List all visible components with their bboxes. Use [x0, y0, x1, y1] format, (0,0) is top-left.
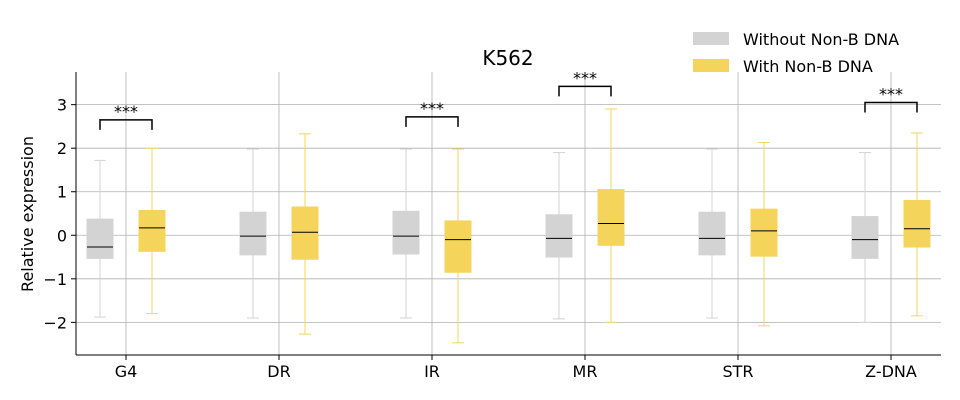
significance-annotations: *** *** *** *** — [99, 68, 918, 130]
y-tick-label: −1 — [43, 270, 67, 289]
grid-layer — [76, 72, 941, 355]
y-tick-label: −2 — [43, 313, 67, 332]
significance-label: *** — [420, 99, 444, 118]
box-iqr — [545, 214, 573, 258]
legend-swatch — [693, 32, 729, 45]
box-iqr — [597, 189, 625, 246]
y-tick-label: 2 — [57, 139, 67, 158]
x-tick-label: DR — [267, 362, 290, 381]
box-iqr — [138, 209, 166, 252]
box-iqr — [750, 208, 778, 257]
y-tick-label: 1 — [57, 183, 67, 202]
box-iqr — [239, 211, 267, 256]
significance-bracket — [864, 101, 918, 113]
x-tick-label: IR — [424, 362, 440, 381]
box-layer — [86, 108, 931, 344]
box-iqr — [444, 220, 472, 273]
legend-swatch — [693, 59, 729, 72]
y-tick-label: 0 — [57, 226, 67, 245]
legend-label: Without Non-B DNA — [743, 30, 899, 49]
y-tick-label: 3 — [57, 96, 67, 115]
axes — [75, 72, 941, 356]
x-tick-label: MR — [573, 362, 598, 381]
box-iqr — [86, 218, 114, 259]
x-tick-label: Z-DNA — [865, 362, 917, 381]
chart-title: K562 — [482, 46, 533, 70]
box-iqr — [851, 216, 879, 259]
box-iqr — [392, 210, 420, 255]
x-tick-label: G4 — [115, 362, 138, 381]
box-iqr — [903, 199, 931, 248]
significance-label: *** — [114, 102, 138, 121]
significance-bracket — [405, 116, 459, 127]
box-iqr — [291, 206, 319, 260]
significance-label: *** — [879, 84, 903, 103]
significance-label: *** — [573, 68, 597, 87]
x-tick-label: STR — [722, 362, 753, 381]
significance-bracket — [558, 85, 612, 97]
legend-label: With Non-B DNA — [743, 57, 873, 76]
significance-bracket — [99, 119, 153, 130]
y-axis-title: Relative expression — [18, 136, 37, 292]
legend: Without Non-B DNA With Non-B DNA — [693, 30, 899, 76]
box-iqr — [698, 211, 726, 256]
tick-labels: −2 −1 0 1 2 3 G4 DR IR MR STR Z-DNA — [43, 96, 916, 381]
